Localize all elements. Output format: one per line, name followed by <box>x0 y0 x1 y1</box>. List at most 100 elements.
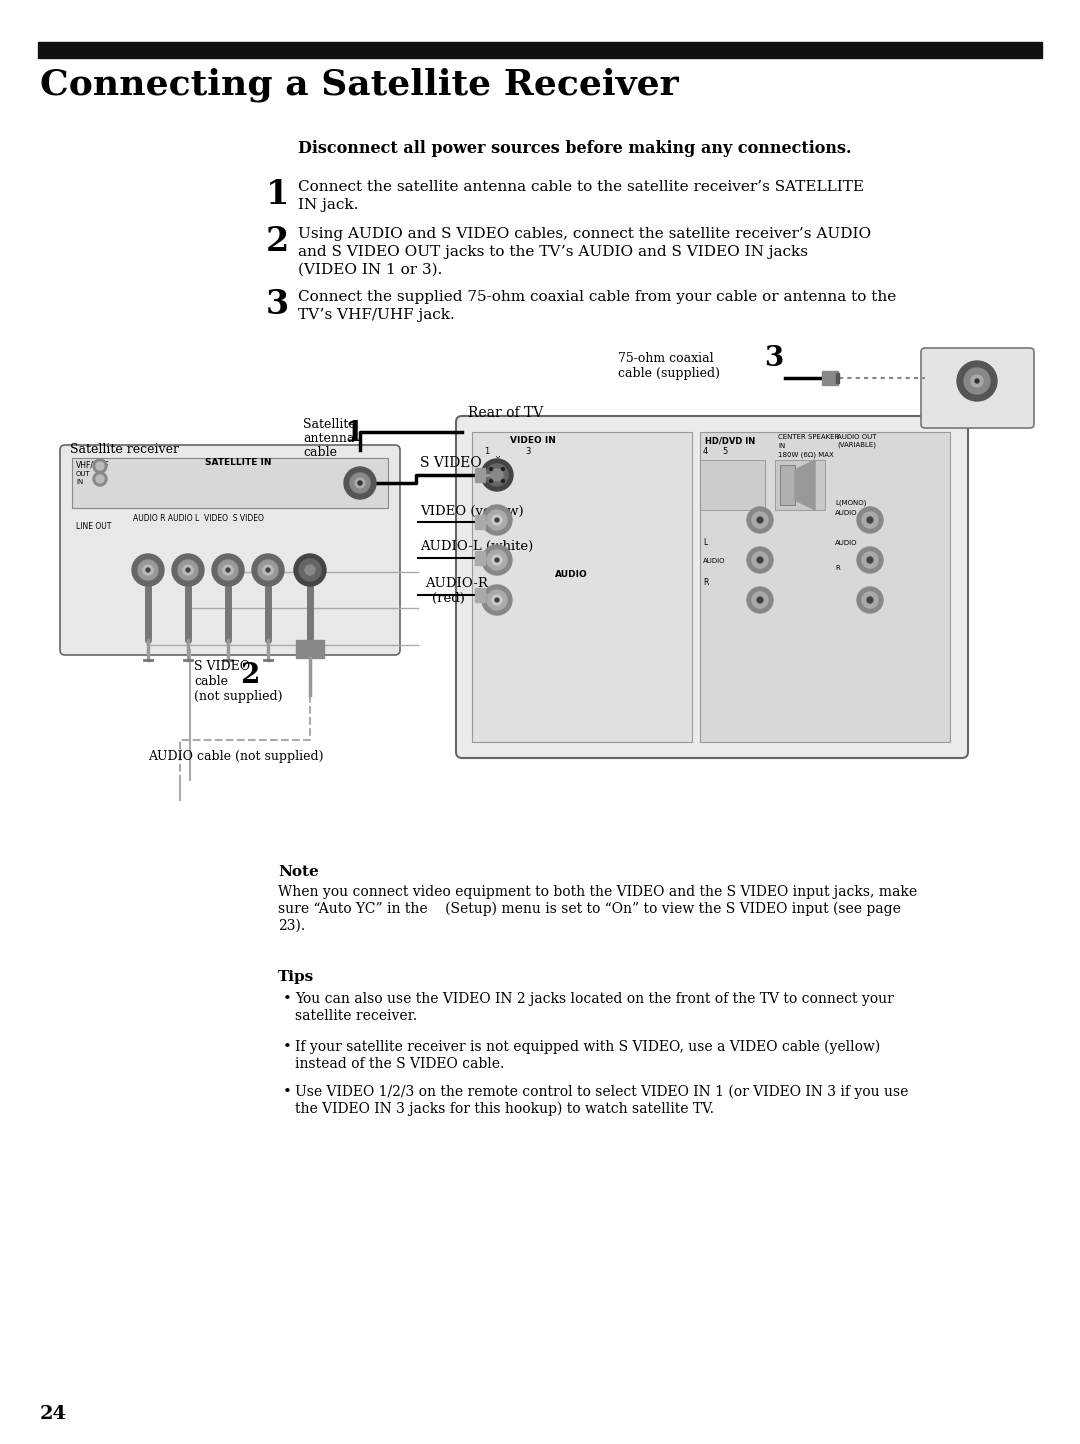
Bar <box>700 432 950 742</box>
Circle shape <box>487 591 507 609</box>
Circle shape <box>258 560 278 580</box>
Text: AUDIO cable (not supplied): AUDIO cable (not supplied) <box>148 749 324 762</box>
Circle shape <box>495 598 499 602</box>
Text: 2: 2 <box>240 661 259 689</box>
Circle shape <box>501 468 504 471</box>
Circle shape <box>222 565 233 575</box>
Circle shape <box>862 592 878 608</box>
Text: Tips: Tips <box>278 970 314 983</box>
Text: •: • <box>283 1084 292 1099</box>
Circle shape <box>747 507 773 533</box>
Text: CENTER SPEAKER: CENTER SPEAKER <box>778 435 839 440</box>
Text: •: • <box>283 1040 292 1054</box>
Text: 3: 3 <box>764 345 783 373</box>
Text: (VIDEO IN 1 or 3).: (VIDEO IN 1 or 3). <box>298 263 443 277</box>
Circle shape <box>489 468 492 471</box>
Circle shape <box>752 513 768 529</box>
Circle shape <box>266 567 270 572</box>
Text: Connect the supplied 75-ohm coaxial cable from your cable or antenna to the: Connect the supplied 75-ohm coaxial cabl… <box>298 290 896 305</box>
Circle shape <box>491 469 503 481</box>
Text: satellite receiver.: satellite receiver. <box>295 1009 417 1022</box>
Text: Use VIDEO 1/2/3 on the remote control to select VIDEO IN 1 (or VIDEO IN 3 if you: Use VIDEO 1/2/3 on the remote control to… <box>295 1084 908 1099</box>
Circle shape <box>482 505 512 534</box>
Circle shape <box>264 565 273 575</box>
Bar <box>475 552 485 565</box>
FancyBboxPatch shape <box>921 348 1034 427</box>
Circle shape <box>862 513 878 529</box>
Circle shape <box>489 479 492 482</box>
Circle shape <box>218 560 238 580</box>
Text: cable: cable <box>194 674 228 687</box>
Text: 2: 2 <box>266 225 289 258</box>
Text: S VIDEO: S VIDEO <box>194 660 251 673</box>
Circle shape <box>178 560 198 580</box>
Circle shape <box>212 554 244 586</box>
Text: 3: 3 <box>525 448 530 456</box>
Circle shape <box>132 554 164 586</box>
Bar <box>72 458 388 508</box>
Bar <box>775 461 825 510</box>
Circle shape <box>957 361 997 401</box>
Circle shape <box>752 552 768 567</box>
Text: 180W (6Ω) MAX: 180W (6Ω) MAX <box>778 451 834 458</box>
Circle shape <box>481 459 513 491</box>
Circle shape <box>96 475 104 482</box>
Bar <box>836 373 839 383</box>
Text: Rear of TV: Rear of TV <box>468 406 543 420</box>
Text: •: • <box>283 992 292 1006</box>
Text: 1: 1 <box>345 420 364 448</box>
Circle shape <box>867 557 873 563</box>
Circle shape <box>305 565 315 575</box>
Text: 1: 1 <box>484 448 489 456</box>
Text: VIDEO IN: VIDEO IN <box>510 436 556 445</box>
Text: IN jack.: IN jack. <box>298 198 359 212</box>
Text: AUDIO: AUDIO <box>703 557 726 565</box>
Text: Satellite receiver: Satellite receiver <box>70 443 179 456</box>
Circle shape <box>858 588 883 614</box>
Bar <box>475 588 485 602</box>
Circle shape <box>486 464 508 487</box>
Text: SATELLITE IN: SATELLITE IN <box>205 458 271 466</box>
Circle shape <box>143 565 153 575</box>
Text: S VIDEO: S VIDEO <box>420 456 482 469</box>
Text: instead of the S VIDEO cable.: instead of the S VIDEO cable. <box>295 1057 504 1071</box>
Text: VHF/UHF: VHF/UHF <box>76 461 110 469</box>
Circle shape <box>355 478 365 488</box>
Circle shape <box>492 554 502 565</box>
Circle shape <box>867 596 873 604</box>
Circle shape <box>757 517 762 523</box>
Circle shape <box>93 472 107 487</box>
Text: AUDIO: AUDIO <box>555 570 588 579</box>
Circle shape <box>138 560 158 580</box>
Circle shape <box>186 567 190 572</box>
Text: AUDIO: AUDIO <box>835 540 858 546</box>
Text: You can also use the VIDEO IN 2 jacks located on the front of the TV to connect : You can also use the VIDEO IN 2 jacks lo… <box>295 992 894 1006</box>
Text: 75-ohm coaxial: 75-ohm coaxial <box>618 352 714 365</box>
Bar <box>780 465 795 505</box>
Text: VIDEO (yellow): VIDEO (yellow) <box>420 505 524 518</box>
Circle shape <box>975 378 978 383</box>
Circle shape <box>93 459 107 474</box>
Text: IN: IN <box>76 479 83 485</box>
Text: Disconnect all power sources before making any connections.: Disconnect all power sources before maki… <box>298 140 851 157</box>
Text: When you connect video equipment to both the VIDEO and the S VIDEO input jacks, : When you connect video equipment to both… <box>278 885 917 900</box>
Text: If your satellite receiver is not equipped with S VIDEO, use a VIDEO cable (yell: If your satellite receiver is not equipp… <box>295 1040 880 1054</box>
Bar <box>472 432 692 742</box>
Circle shape <box>858 547 883 573</box>
Text: (red): (red) <box>432 592 464 605</box>
Circle shape <box>299 559 321 580</box>
Text: TV’s VHF/UHF jack.: TV’s VHF/UHF jack. <box>298 308 455 322</box>
Text: R: R <box>835 565 840 570</box>
FancyBboxPatch shape <box>456 416 968 758</box>
Circle shape <box>226 567 230 572</box>
Text: (VARIABLE): (VARIABLE) <box>837 442 876 449</box>
Circle shape <box>357 481 362 485</box>
Text: L(MONO): L(MONO) <box>835 500 866 507</box>
Polygon shape <box>795 461 815 510</box>
Text: Connect the satellite antenna cable to the satellite receiver’s SATELLITE: Connect the satellite antenna cable to t… <box>298 180 864 193</box>
Bar <box>700 461 765 510</box>
Text: 3: 3 <box>266 287 289 321</box>
Circle shape <box>487 510 507 530</box>
Circle shape <box>345 466 376 500</box>
Text: 23).: 23). <box>278 918 306 933</box>
